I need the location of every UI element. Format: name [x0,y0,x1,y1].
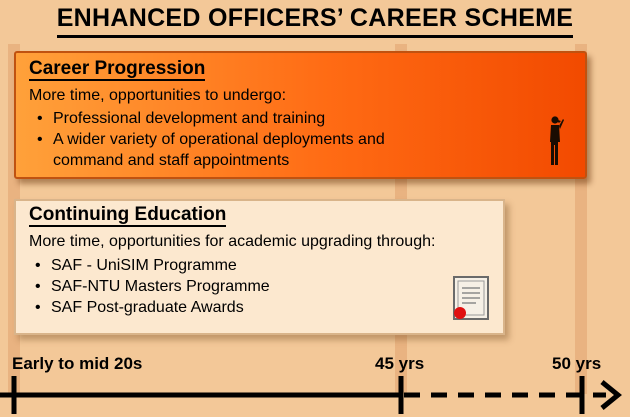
list-item: SAF - UniSIM Programme [33,255,270,276]
page-title: ENHANCED OFFICERS’ CAREER SCHEME [56,4,574,38]
continuing-education-intro: More time, opportunities for academic up… [29,233,436,250]
timeline-arrowhead [600,380,622,410]
timeline-end-label: 50 yrs [552,354,602,373]
career-progression-list: Professional development and training A … [35,108,385,171]
timeline-mid-label: 45 yrs [375,354,425,373]
timeline-start-label: Early to mid 20s [12,354,143,373]
certificate-icon [453,276,489,320]
career-progression-heading: Career Progression [29,58,206,81]
continuing-education-box: Continuing Education More time, opportun… [14,199,505,335]
continuing-education-list: SAF - UniSIM Programme SAF-NTU Masters P… [33,255,270,318]
list-item: A wider variety of operational deploymen… [35,129,385,171]
continuing-education-heading: Continuing Education [29,204,227,227]
soldier-saluting-icon [550,116,564,165]
list-item: Professional development and training [35,108,385,129]
career-progression-box: Career Progression More time, opportunit… [14,51,587,179]
list-item: SAF-NTU Masters Programme [33,276,270,297]
title-banner: ENHANCED OFFICERS’ CAREER SCHEME [0,0,630,40]
list-item: SAF Post-graduate Awards [33,297,270,318]
timeline-axis [0,376,622,414]
career-progression-intro: More time, opportunities to undergo: [29,87,287,104]
